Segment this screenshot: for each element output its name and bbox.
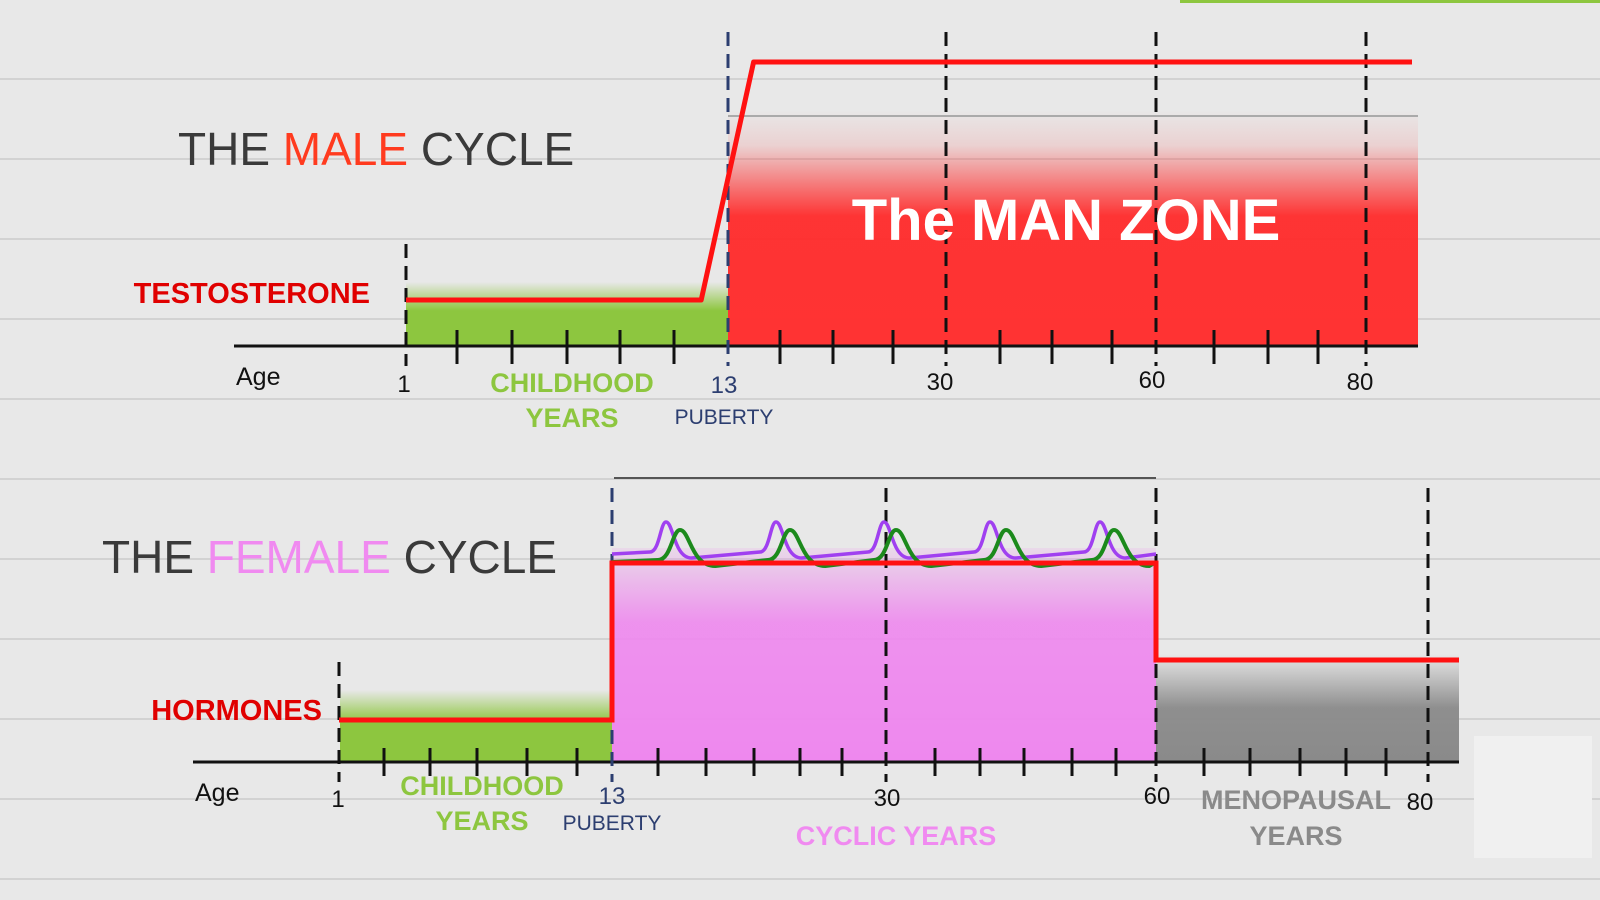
female-title: THE FEMALE CYCLE xyxy=(102,531,557,583)
male-childhood-label-line1: CHILDHOOD xyxy=(490,368,654,398)
male-title-prefix: THE xyxy=(178,123,283,175)
female-minor-ticks xyxy=(382,748,1388,776)
male-tick-1: 1 xyxy=(397,371,410,398)
female-age-label: Age xyxy=(195,779,239,807)
female-purple-hormone-wave xyxy=(611,520,1157,560)
male-cycle-panel: THE MALE CYCLE The MAN ZONE TESTOSTERONE… xyxy=(134,32,1418,433)
male-title-accent: MALE xyxy=(283,123,408,175)
male-puberty-label: PUBERTY xyxy=(675,406,774,429)
female-tick-13: 13 xyxy=(599,783,626,810)
male-childhood-label-line2: YEARS xyxy=(525,403,618,433)
male-age-label: Age xyxy=(236,363,280,391)
female-tick-30: 30 xyxy=(874,785,901,812)
corner-panel xyxy=(1474,736,1592,858)
male-tick-80: 80 xyxy=(1347,369,1374,396)
female-title-accent: FEMALE xyxy=(207,531,391,583)
testosterone-label: TESTOSTERONE xyxy=(134,278,370,310)
female-tick-80: 80 xyxy=(1407,789,1434,816)
male-tick-30: 30 xyxy=(927,369,954,396)
menopausal-label-line2: YEARS xyxy=(1249,821,1342,851)
female-childhood-label-line1: CHILDHOOD xyxy=(400,771,564,801)
hormones-label: HORMONES xyxy=(151,695,322,727)
female-tick-60: 60 xyxy=(1144,783,1171,810)
top-accent-bar xyxy=(1180,0,1600,3)
female-hormone-line xyxy=(339,560,1459,723)
female-cycle-panel: THE FEMALE CYCLE HORMONES Age 1 13 30 60… xyxy=(102,477,1592,858)
testosterone-line xyxy=(406,59,1412,303)
male-minor-ticks xyxy=(455,330,1320,364)
male-tick-60: 60 xyxy=(1139,367,1166,394)
female-puberty-label: PUBERTY xyxy=(563,812,662,835)
male-zone-fill xyxy=(728,110,1418,346)
male-title-suffix: CYCLE xyxy=(408,123,574,175)
male-title: THE MALE CYCLE xyxy=(178,123,574,175)
cyclic-years-label: CYCLIC YEARS xyxy=(796,821,997,851)
female-childhood-label-line2: YEARS xyxy=(435,806,528,836)
female-title-suffix: CYCLE xyxy=(391,531,557,583)
female-cyclic-fill xyxy=(612,548,1156,762)
menopausal-label-line1: MENOPAUSAL xyxy=(1201,785,1391,815)
female-tick-1: 1 xyxy=(331,786,344,813)
male-tick-13: 13 xyxy=(711,372,738,399)
man-zone-label: The MAN ZONE xyxy=(852,188,1281,253)
female-menopause-fill xyxy=(1156,654,1459,762)
female-title-prefix: THE xyxy=(102,531,207,583)
female-green-hormone-wave xyxy=(611,528,1158,568)
